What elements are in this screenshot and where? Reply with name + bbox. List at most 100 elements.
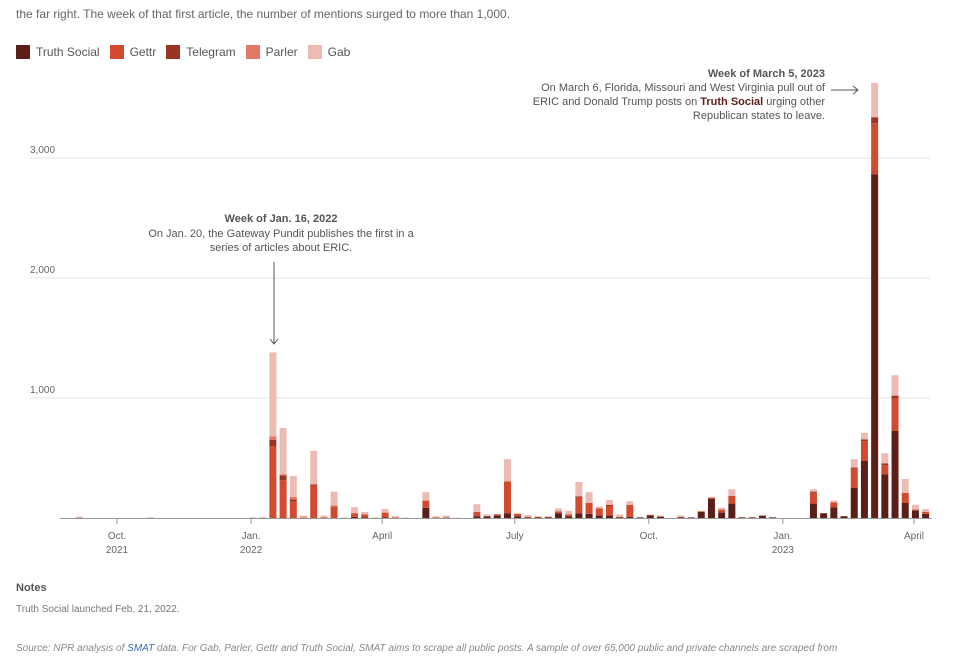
legend-label: Truth Social [36, 45, 100, 59]
bar-segment-gab [299, 515, 307, 518]
bar-segment-gettr [891, 398, 899, 431]
bar-segment-gettr [503, 481, 511, 514]
bar-segment-gab [361, 512, 369, 515]
bar-segment-gab [483, 514, 491, 517]
bar-segment-gettr [432, 517, 440, 518]
bar-segment-gettr [830, 502, 838, 508]
bar-segment-gab [310, 450, 318, 485]
legend-swatch [16, 45, 30, 59]
bar-segment-gab [544, 516, 552, 517]
bar-segment-gab [809, 489, 817, 492]
bar-segment-gab [911, 504, 919, 510]
bar-segment-gettr [534, 516, 542, 518]
bar-segment-gab [605, 500, 613, 505]
bar-segment-gettr [442, 517, 450, 518]
x-tick-year: 2023 [772, 545, 795, 556]
stacked-bar-chart: 1,000 2,000 3,000 Oct. 2021 Jan. 2022 April Jul… [30, 68, 932, 556]
bar-segment-gettr [299, 517, 307, 518]
bar-segment-gettr [289, 501, 297, 518]
notes-text: Truth Social launched Feb. 21, 2022. [16, 604, 180, 615]
bar-segment-gettr [809, 492, 817, 504]
x-tick-label: April [372, 531, 392, 542]
bar-segment-parler [269, 436, 277, 440]
annotation-title: Week of Jan. 16, 2022 [225, 213, 338, 225]
bar-segment-gettr [656, 516, 664, 517]
annotation-title: Week of March 5, 2023 [708, 68, 825, 80]
annotation-line: series of articles about ERIC. [210, 242, 352, 254]
bar-segment-truth-social [361, 517, 369, 518]
bar-segment-gettr [514, 513, 522, 517]
smat-link[interactable]: SMAT [127, 643, 155, 654]
bar-segment-telegram [575, 496, 583, 498]
bar-segment-gettr [595, 508, 603, 516]
bar-segment-telegram [269, 440, 277, 446]
bar-segment-gab [391, 516, 399, 518]
bar-segment-gettr [881, 465, 889, 475]
bar-segment-parler [289, 497, 297, 500]
arrow-down-icon [269, 262, 279, 345]
bar-segment-gab [922, 509, 930, 512]
bar-segment-gab [891, 375, 899, 396]
bar-segment-gab [524, 515, 532, 517]
bar-segment-truth-social [881, 474, 889, 518]
bar-segment-truth-social [687, 517, 695, 518]
bar-segment-gettr [361, 514, 369, 518]
legend-swatch [307, 45, 322, 59]
bar-segment-truth-social [891, 431, 899, 518]
x-tick-label: Jan. [242, 531, 261, 542]
bar-segment-truth-social [922, 513, 930, 518]
bar-segment-telegram [289, 499, 297, 502]
bar-segment-gab [575, 482, 583, 497]
bar-segment-telegram [310, 484, 318, 486]
bar-segment-gab [616, 514, 624, 517]
bar-segment-truth-social [554, 513, 562, 518]
bar-segment-gab [718, 507, 726, 510]
bar-segment-gettr [350, 513, 358, 517]
bar-segment-truth-social [758, 515, 766, 518]
bar-segment-gettr [850, 468, 858, 488]
legend-item: Telegram [166, 45, 236, 59]
x-tick-label: Oct. [640, 531, 658, 542]
bar-segment-gab [748, 516, 756, 518]
legend-item: Truth Social [16, 45, 100, 59]
bar-segment-gab [289, 476, 297, 497]
bar-segment-truth-social [860, 461, 868, 518]
bar-segment-gettr [575, 497, 583, 514]
bar-segment-gettr [493, 514, 501, 516]
bar-segment-gab [656, 515, 664, 517]
bar-segment-gettr [565, 514, 573, 517]
bar-segment-telegram [850, 467, 858, 469]
bar-segment-gettr [697, 511, 705, 512]
legend-label: Gettr [129, 45, 157, 59]
x-tick-year: 2021 [106, 545, 129, 556]
bar-segment-truth-social [911, 510, 919, 518]
bar-segment-telegram [911, 509, 919, 511]
bar-segment-truth-social [677, 517, 685, 518]
x-tick-label: July [506, 531, 524, 542]
bar-segment-gettr [728, 495, 736, 504]
bar-segment-gettr [422, 500, 430, 508]
bar-segment-truth-social [871, 174, 879, 518]
bar-segment-gettr [544, 516, 552, 518]
bar-segment-gettr [646, 515, 654, 516]
bar-segment-gab [401, 517, 409, 518]
bar-segment-gab [901, 479, 909, 493]
legend-swatch [245, 45, 260, 59]
annotation-line: On March 6, Florida, Missouri and West V… [541, 82, 826, 94]
bar-segment-truth-social [605, 515, 613, 518]
bar-segment-truth-social [473, 516, 481, 518]
bar-segment-gettr [381, 512, 389, 518]
bar-segment-gab [565, 510, 573, 515]
intro-text: the far right. The week of that first ar… [16, 7, 511, 21]
bar-segment-truth-social [748, 517, 756, 518]
bar-segment-gettr [871, 123, 879, 175]
bar-segment-gettr [922, 512, 930, 514]
bar-segment-gab [728, 489, 736, 496]
y-tick-label: 2,000 [30, 265, 55, 276]
x-tick-label: Jan. [773, 531, 792, 542]
bar-segment-telegram [279, 475, 287, 481]
bar-segment-truth-social [820, 513, 828, 518]
bar-segment-telegram [881, 463, 889, 466]
bar-segment-gab [473, 504, 481, 512]
bar-segment-telegram [809, 491, 817, 493]
